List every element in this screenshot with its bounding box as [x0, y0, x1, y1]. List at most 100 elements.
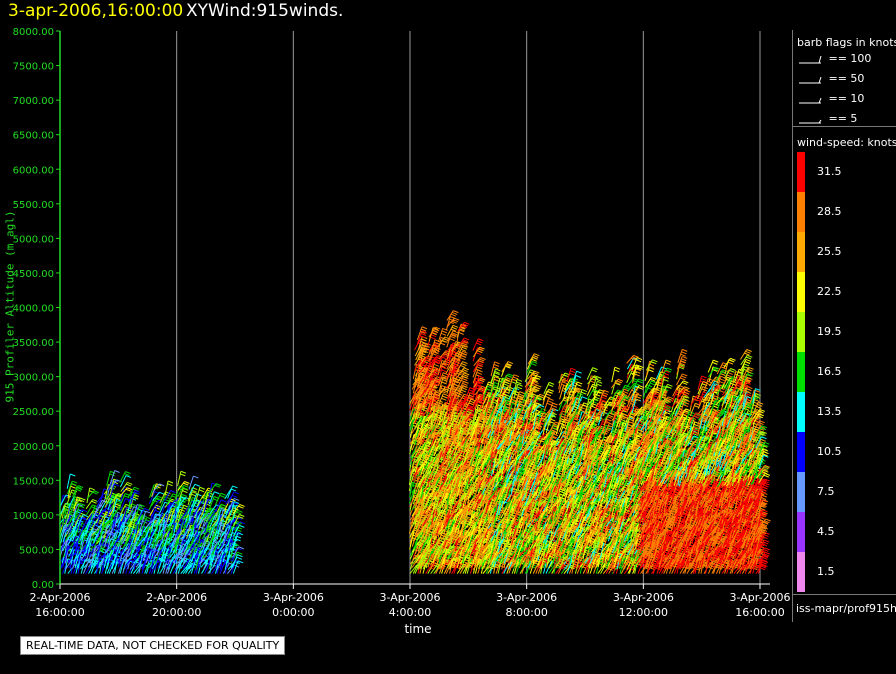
barb-flag — [181, 494, 188, 497]
wind-barb — [88, 562, 95, 574]
wind-barb — [85, 554, 92, 568]
plot-date: 3-apr-2006,16:00:00 — [8, 1, 183, 21]
barb-flag — [76, 487, 83, 491]
barb-flag — [464, 321, 470, 325]
wind-barb — [107, 496, 113, 511]
barb-flag — [460, 389, 467, 393]
wind-barb — [69, 526, 75, 542]
wind-barb — [96, 509, 104, 519]
wind-barb — [96, 526, 104, 538]
barb-flag — [167, 480, 174, 484]
barb-flag — [184, 481, 190, 484]
barb-flag — [236, 511, 242, 515]
wind-barb — [73, 549, 80, 563]
barb-flag — [220, 492, 226, 496]
wind-barb — [164, 480, 169, 496]
wind-barb — [115, 513, 123, 524]
wind-barb — [103, 523, 109, 538]
wind-barb — [87, 538, 93, 554]
barb-flag — [93, 490, 100, 494]
barb-flag — [460, 348, 467, 352]
barb-flag — [442, 356, 448, 360]
barb-flag — [460, 364, 466, 368]
wind-barb — [109, 483, 115, 498]
wind-barb — [106, 554, 112, 569]
wind-barb — [101, 511, 107, 526]
wind-barb — [77, 530, 84, 544]
barb-flag — [77, 509, 84, 513]
barb-flag — [125, 471, 131, 475]
barb-flag — [72, 480, 78, 484]
barb-flag — [113, 483, 120, 487]
barb-flag — [461, 346, 468, 350]
wind-barb — [77, 553, 82, 569]
barb-flag — [132, 496, 139, 500]
barb-flag — [194, 483, 201, 487]
wind-barb — [119, 475, 127, 488]
barb-flag — [82, 514, 89, 518]
barb-flag — [115, 501, 121, 505]
barb-flag — [75, 488, 82, 492]
barb-flag — [198, 489, 205, 493]
barb-flag — [127, 481, 133, 485]
barb-flag — [464, 372, 470, 376]
barb-flag — [441, 369, 447, 373]
barb-flag — [78, 499, 85, 503]
wind-barb — [62, 509, 67, 525]
barb-flag — [454, 317, 460, 321]
barb-flag — [420, 333, 427, 336]
wind-barb — [81, 518, 88, 531]
wind-barb — [60, 529, 65, 544]
wind-barb — [119, 543, 127, 557]
wind-barb — [117, 514, 123, 528]
barb-flag — [182, 490, 188, 494]
wind-barb — [111, 529, 119, 539]
wind-barb — [77, 558, 82, 574]
barb-flag — [80, 497, 86, 501]
wind-barb — [73, 496, 78, 512]
barb-flag — [232, 485, 238, 489]
wind-barb — [68, 496, 75, 509]
barb-flag — [220, 503, 227, 507]
wind-barb — [60, 538, 68, 548]
wind-barb — [177, 471, 182, 486]
barb-flag — [77, 485, 84, 489]
barb-flag — [232, 494, 238, 498]
barb-flag — [441, 330, 448, 334]
wind-barb — [88, 545, 96, 558]
wind-barb — [91, 546, 96, 562]
barb-flag — [238, 505, 244, 509]
barb-flag — [92, 499, 98, 503]
barb-flag — [461, 387, 468, 391]
barb-flag — [420, 335, 426, 339]
barb-flag — [92, 491, 98, 495]
barb-flag — [70, 485, 76, 489]
wind-barb — [85, 519, 91, 535]
wind-barb — [104, 558, 109, 574]
barb-flag — [91, 500, 97, 504]
wind-barb — [66, 489, 73, 504]
barb-flag — [239, 514, 245, 517]
wind-barb — [85, 563, 93, 574]
wind-barb — [90, 505, 96, 521]
barb-flag — [199, 486, 205, 490]
barb-flag — [193, 475, 199, 479]
barb-flag — [65, 558, 72, 562]
barb-flag — [442, 393, 449, 397]
wind-barb — [77, 514, 84, 527]
wind-barb — [61, 523, 69, 536]
wind-barb — [88, 528, 94, 542]
barb-flag — [460, 357, 466, 361]
wind-barb — [78, 547, 86, 558]
barb-flag — [237, 554, 243, 558]
barb-flag — [116, 494, 123, 498]
barb-flag — [450, 313, 457, 317]
barb-flag — [421, 326, 428, 330]
barb-flag — [170, 490, 176, 493]
barb-flag — [443, 372, 449, 376]
wind-barb — [95, 555, 103, 568]
barb-flag — [420, 328, 427, 332]
wind-barb — [114, 512, 119, 528]
barb-flag — [183, 482, 189, 486]
wind-barb — [109, 470, 116, 485]
